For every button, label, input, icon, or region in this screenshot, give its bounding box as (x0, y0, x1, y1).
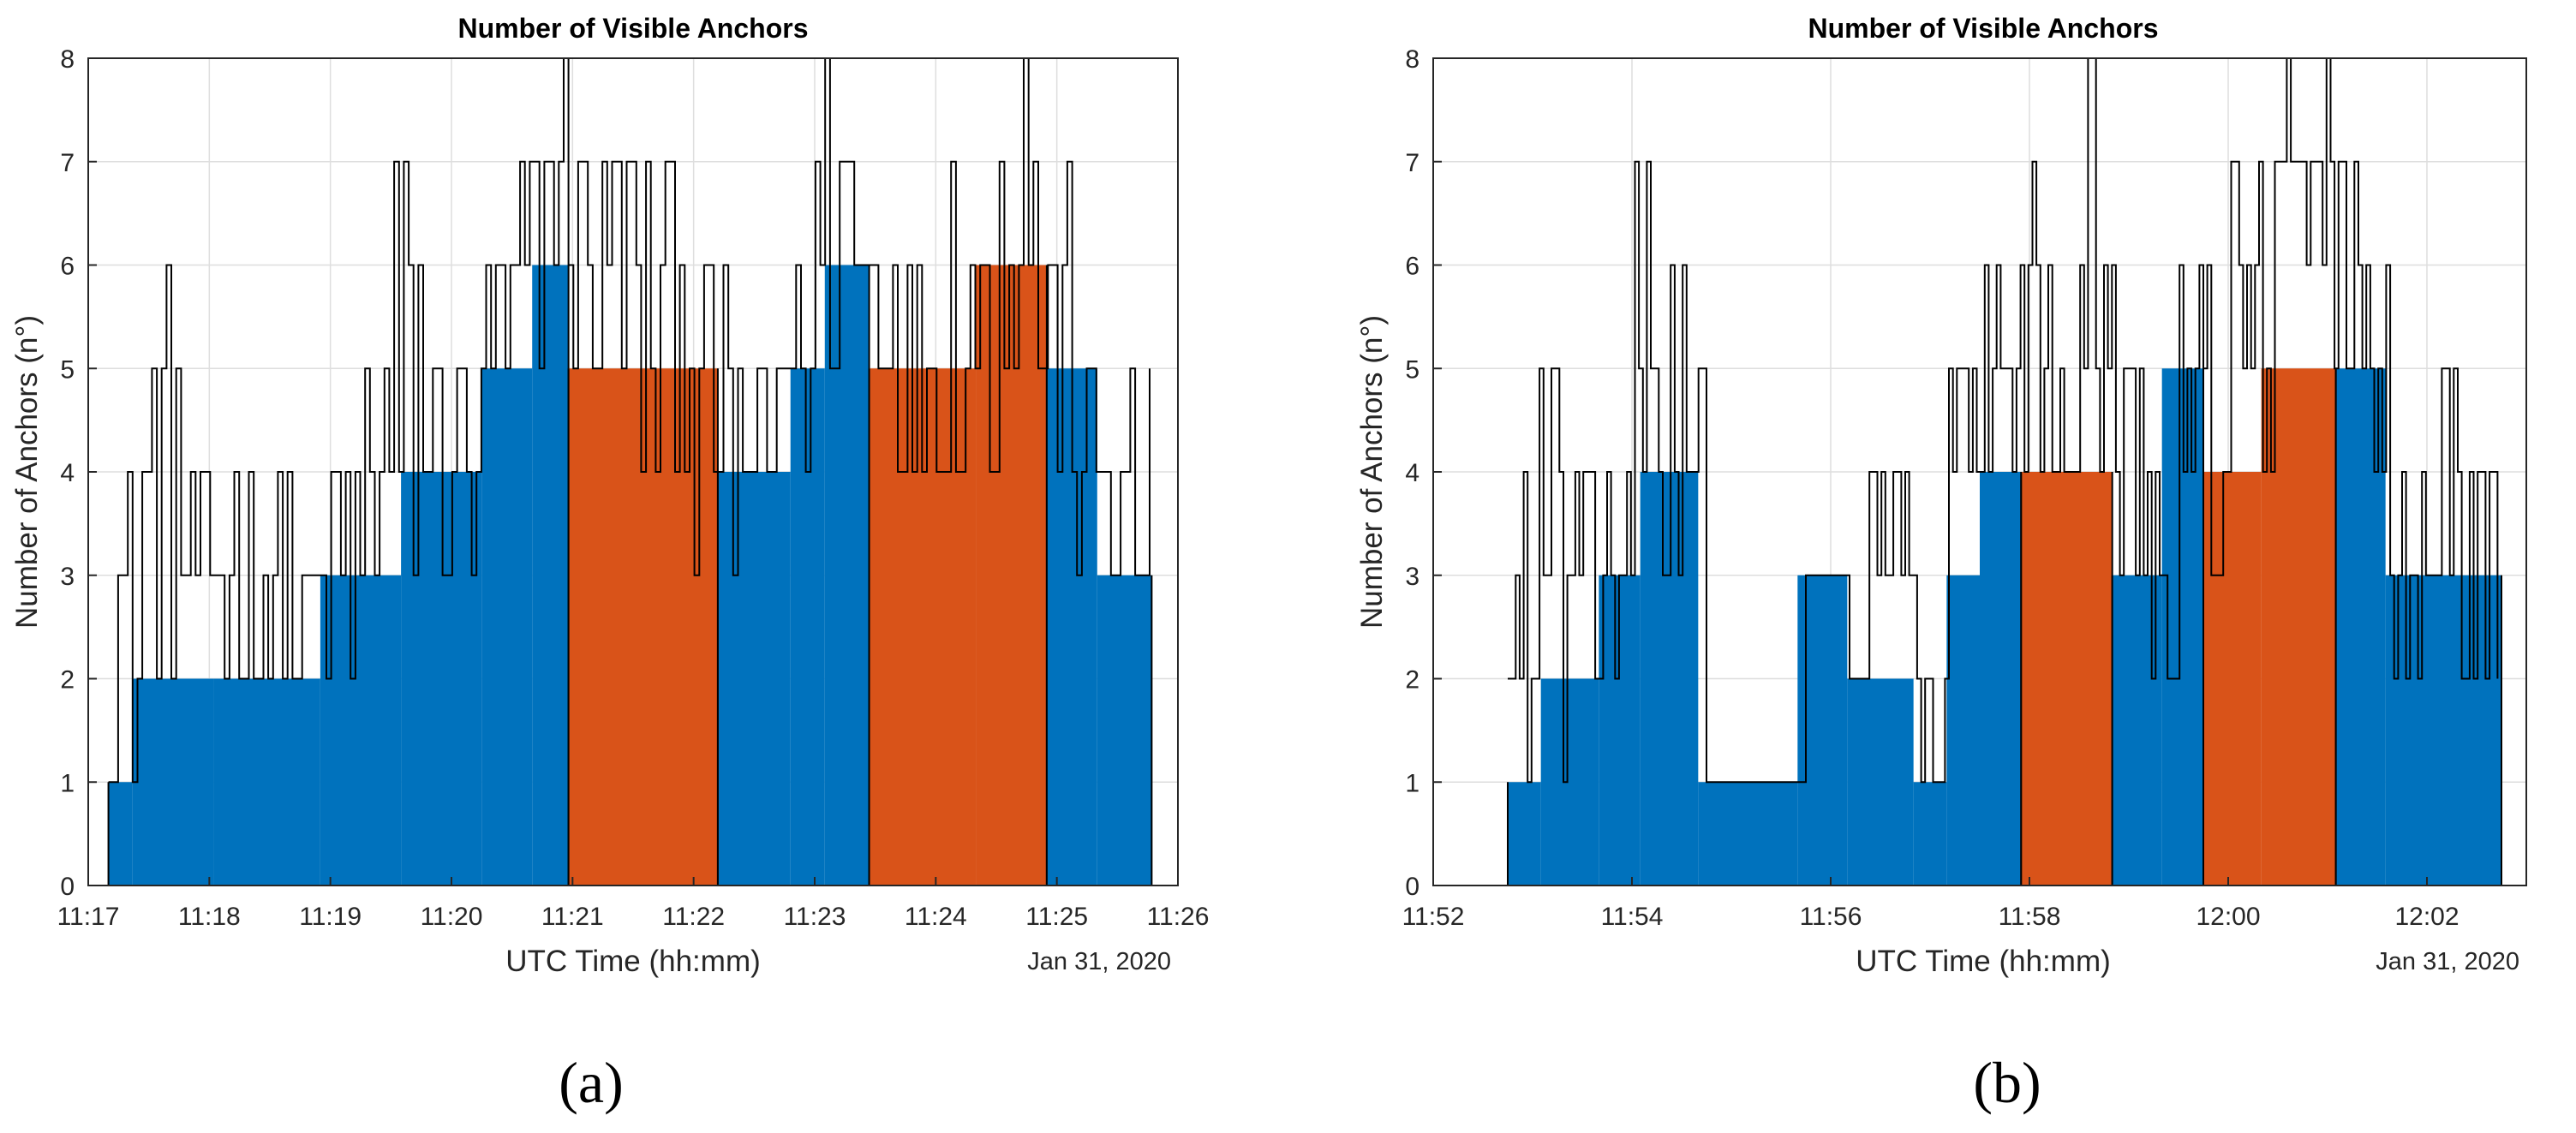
y-tick-label: 3 (1405, 563, 1419, 591)
area-bar-blue (532, 265, 569, 886)
x-tick-label: 11:20 (421, 903, 483, 931)
y-tick-label: 3 (60, 563, 75, 591)
x-tick-label: 11:23 (784, 903, 846, 931)
chart-title: Number of Visible Anchors (1808, 13, 2159, 44)
y-tick-label: 1 (1405, 769, 1419, 797)
x-tick-label: 11:17 (57, 903, 120, 931)
y-tick-label: 7 (60, 149, 75, 177)
area-bar-blue (790, 368, 825, 886)
y-axis-label: Number of Anchors (n°) (10, 315, 44, 629)
area-bar-orange (2203, 472, 2262, 886)
x-axis-label: UTC Time (hh:mm) (505, 945, 761, 978)
x-tick-label: 11:25 (1025, 903, 1088, 931)
caption-b: (b) (1973, 1050, 2041, 1115)
area-bar-blue (1508, 782, 1541, 886)
y-tick-label: 0 (60, 873, 75, 901)
area-bar-blue (213, 678, 320, 886)
x-tick-label: 11:21 (541, 903, 604, 931)
area-bar-blue (1946, 575, 1980, 886)
area-series (107, 265, 1153, 886)
area-series (1507, 368, 2502, 886)
y-tick-label: 8 (1405, 45, 1419, 74)
y-tick-label: 6 (1405, 253, 1419, 281)
x-tick-label: 12:02 (2394, 903, 2459, 931)
chart-b: 11:52 11:54 11:56 11:58 12:00 12:02 0 1 2 3 4 5 6 7 8 N… (1355, 13, 2527, 978)
y-tick-label: 1 (60, 769, 75, 797)
area-bar-blue (132, 678, 214, 886)
area-bar-blue (717, 472, 791, 886)
area-bar-blue (1913, 782, 1947, 886)
area-bar-orange (976, 265, 1047, 886)
y-tick-label: 4 (60, 459, 75, 487)
x-tick-label: 11:52 (1402, 903, 1465, 931)
y-tick-label: 5 (60, 355, 75, 384)
y-tick-label: 6 (60, 253, 75, 281)
area-bar-blue (320, 575, 402, 886)
area-bar-blue (2335, 368, 2386, 886)
y-axis-label: Number of Anchors (n°) (1355, 315, 1389, 629)
chart-a: 11:17 11:18 11:19 11:20 11:21 11:22 11:23 11:24… (10, 13, 1210, 978)
x-tick-label: 11:58 (1999, 903, 2061, 931)
x-tick-label: 11:22 (662, 903, 725, 931)
area-bar-blue (2385, 575, 2501, 886)
area-bar-blue (824, 265, 870, 886)
y-tick-label: 2 (1405, 666, 1419, 695)
chart-title: Number of Visible Anchors (458, 13, 809, 44)
x-tick-label: 11:18 (178, 903, 241, 931)
area-bar-orange (2021, 472, 2113, 886)
area-bar-blue (481, 368, 533, 886)
area-bar-blue (1097, 575, 1152, 886)
area-bar-blue (2112, 575, 2162, 886)
area-bar-blue (1980, 472, 2022, 886)
caption-a: (a) (559, 1050, 624, 1115)
x-tick-label: 12:00 (2196, 903, 2260, 931)
area-bar-blue (1640, 472, 1699, 886)
area-bar-blue (1540, 678, 1599, 886)
date-label: Jan 31, 2020 (2376, 948, 2519, 975)
area-bar-blue (1698, 782, 1798, 886)
area-bar-blue (1847, 678, 1914, 886)
area-bar-blue (401, 472, 482, 886)
x-tick-label: 11:26 (1147, 903, 1210, 931)
x-tick-label: 11:24 (905, 903, 967, 931)
y-tick-label: 5 (1405, 355, 1419, 384)
area-bar-orange (2261, 368, 2336, 886)
x-tick-label: 11:56 (1800, 903, 1862, 931)
x-axis-label: UTC Time (hh:mm) (1856, 945, 2111, 978)
y-tick-label: 4 (1405, 459, 1419, 487)
date-label: Jan 31, 2020 (1027, 948, 1171, 975)
x-tick-label: 11:54 (1601, 903, 1664, 931)
x-tick-label: 11:19 (299, 903, 362, 931)
y-tick-label: 7 (1405, 149, 1419, 177)
area-bar-blue (108, 782, 133, 886)
anchor-count-trace (1508, 57, 2499, 784)
chart-panel-b: 11:52 11:54 11:56 11:58 12:00 12:02 0 1 2 3 4 5 6 7 8 N… (1288, 0, 2575, 1133)
y-tick-label: 2 (60, 666, 75, 695)
chart-panel-a: 11:17 11:18 11:19 11:20 11:21 11:22 11:23 11:24… (10, 13, 1210, 1115)
area-bar-orange (568, 368, 718, 886)
y-tick-label: 8 (60, 45, 75, 74)
anchor-count-trace (108, 57, 1151, 784)
y-tick-label: 0 (1405, 873, 1419, 901)
